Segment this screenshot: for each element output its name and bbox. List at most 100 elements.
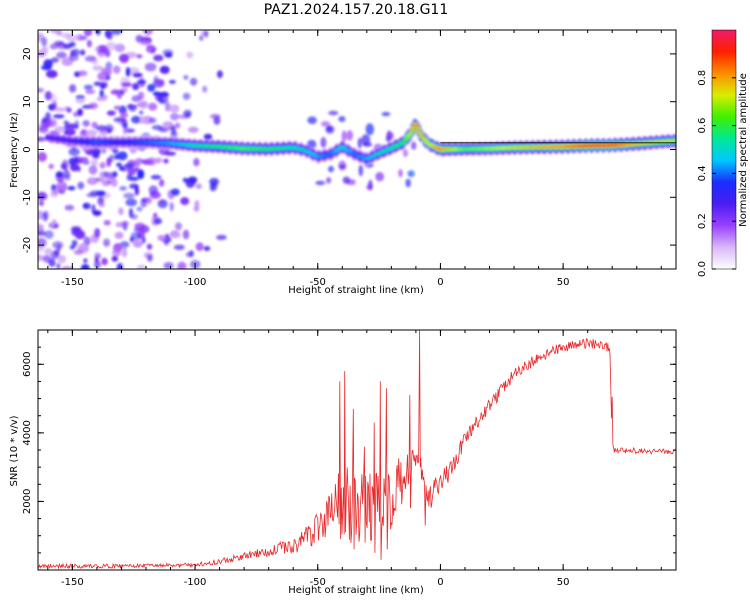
snr-panel: -150 -100 -50 0 50 2000 4000 6000 Height of st… — [9, 329, 677, 596]
ridge-cell — [673, 139, 676, 142]
noise-blob — [132, 240, 143, 248]
noise-blob — [169, 104, 180, 113]
noise-blob — [128, 208, 134, 218]
noise-blob — [139, 110, 144, 115]
noise-blob — [136, 206, 143, 212]
y-tick-label: -10 — [22, 189, 33, 205]
noise-blob — [38, 210, 45, 220]
colorbar-label: Normalized spectral amplitude — [738, 73, 749, 227]
noise-blob — [346, 130, 354, 141]
noise-blob — [148, 117, 157, 124]
noise-blob — [182, 177, 189, 183]
snr-marks — [38, 330, 676, 570]
noise-blob — [93, 260, 101, 269]
noise-blob — [112, 147, 119, 154]
noise-blob — [57, 255, 67, 264]
noise-blob — [62, 171, 69, 176]
noise-blob — [73, 111, 79, 117]
noise-blob — [82, 120, 90, 127]
noise-blob — [63, 43, 72, 49]
noise-blob — [46, 118, 58, 128]
ridge-cell — [421, 138, 428, 141]
noise-blob — [150, 174, 162, 180]
x-tick-label: -100 — [184, 277, 207, 288]
noise-blob — [85, 89, 96, 94]
noise-blob — [138, 100, 149, 109]
noise-blob — [142, 30, 153, 36]
noise-blob — [64, 106, 71, 112]
x-tick-label: -100 — [184, 577, 207, 588]
noise-blob — [101, 257, 108, 266]
spectrogram-x-axis-label: Height of straight line (km) — [288, 285, 424, 296]
noise-blob — [202, 85, 208, 93]
noise-blob — [44, 248, 53, 255]
ridge-cell — [416, 129, 422, 132]
noise-blob — [38, 136, 46, 142]
noise-blob — [38, 152, 47, 162]
noise-blob — [185, 251, 193, 258]
noise-blob — [119, 241, 130, 249]
noise-blob — [341, 130, 347, 142]
noise-blob — [195, 183, 202, 189]
noise-blob — [67, 127, 75, 136]
noise-blob — [86, 39, 92, 48]
noise-blob — [163, 158, 169, 164]
noise-blob — [209, 182, 216, 192]
noise-blob — [112, 65, 121, 74]
noise-blob — [144, 62, 157, 72]
noise-blob — [402, 149, 408, 157]
noise-blob — [203, 246, 211, 251]
noise-blob — [41, 122, 47, 130]
snr-y-ticks: 2000 4000 6000 — [22, 346, 676, 554]
noise-blob — [44, 91, 53, 101]
ridge-cell — [404, 136, 410, 139]
noise-blob — [131, 115, 142, 124]
noise-blob — [124, 163, 135, 169]
noise-blob — [94, 228, 101, 238]
x-tick-label: 0 — [437, 277, 443, 288]
ridge-cell — [423, 140, 430, 144]
noise-blob — [157, 234, 165, 241]
noise-blob — [77, 181, 85, 190]
noise-blob — [182, 92, 191, 100]
noise-blob — [183, 75, 189, 80]
ridge-cell — [402, 139, 408, 142]
noise-blob — [150, 47, 156, 54]
noise-blob — [88, 102, 99, 110]
noise-blob — [66, 34, 77, 43]
noise-blob — [92, 210, 102, 216]
noise-blob — [119, 186, 127, 191]
noise-blob — [48, 163, 54, 170]
noise-blob — [38, 245, 44, 253]
noise-blob — [121, 247, 128, 258]
noise-blob — [386, 130, 392, 140]
noise-blob — [69, 84, 77, 93]
noise-blob — [129, 176, 139, 181]
noise-blob — [164, 233, 170, 239]
noise-blob — [38, 254, 44, 262]
noise-blob — [116, 263, 123, 269]
spectrogram-y-ticks: -20 -10 0 10 20 — [22, 48, 676, 253]
noise-blob — [85, 129, 98, 137]
noise-blob — [146, 157, 157, 166]
noise-blob — [56, 262, 61, 269]
noise-blob — [123, 192, 135, 199]
noise-blob — [141, 236, 146, 244]
noise-blob — [168, 79, 176, 84]
noise-blob — [156, 79, 165, 87]
noise-blob — [73, 249, 84, 255]
noise-blob — [67, 186, 76, 191]
noise-blob — [139, 115, 145, 125]
noise-blob — [54, 107, 66, 112]
noise-blob — [83, 30, 93, 37]
noise-blob — [74, 229, 86, 240]
noise-blob — [117, 151, 128, 161]
ridge-cell — [420, 136, 426, 139]
ridge-cell — [408, 132, 414, 134]
noise-blob — [120, 87, 128, 93]
noise-blob — [162, 121, 174, 128]
noise-blob — [135, 34, 144, 43]
noise-blob — [159, 65, 170, 74]
